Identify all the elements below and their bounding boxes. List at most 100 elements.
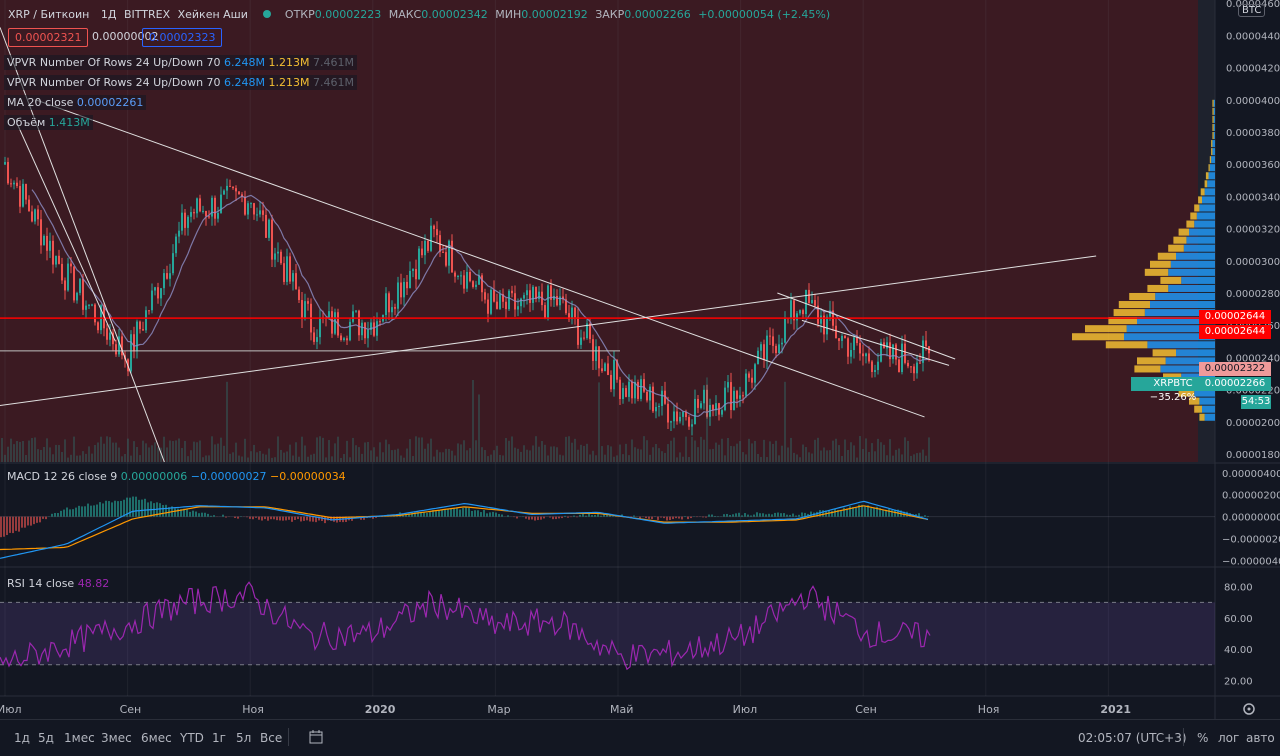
vp-up-bar — [1176, 349, 1215, 356]
chart-canvas[interactable]: 0.000046000.000044000.000042000.00004000… — [0, 0, 1280, 720]
volume-bar — [631, 439, 633, 462]
candle-body — [559, 296, 561, 305]
candle-body — [751, 378, 753, 383]
volume-bar — [301, 437, 303, 462]
time-tick-label: Мар — [487, 703, 510, 716]
macd-hist-bar — [426, 513, 428, 517]
vpvr-legend-1[interactable]: VPVR Number Of Rows 24 Up/Down 70 6.248M… — [4, 55, 357, 70]
macd-hist-bar — [480, 512, 482, 517]
candle-body — [619, 380, 621, 399]
bottom-toolbar: 1д 5д 1мес 3мес 6мес YTD 1г 5л Все 02:05… — [0, 719, 1280, 756]
range-1y[interactable]: 1г — [212, 731, 226, 745]
candle-body — [85, 306, 87, 310]
volume-bar — [409, 439, 411, 462]
macd-hist-bar — [540, 517, 542, 520]
volume-bar — [328, 440, 330, 462]
volume-legend[interactable]: Объём 1.413M — [4, 115, 93, 130]
range-1d[interactable]: 1д — [14, 731, 30, 745]
volume-bar — [838, 445, 840, 462]
volume-bar — [331, 456, 333, 462]
date-range-icon[interactable] — [308, 729, 324, 748]
volume-bar — [772, 444, 774, 462]
volume-bar — [184, 441, 186, 462]
volume-bar — [382, 452, 384, 462]
volume-bar — [391, 450, 393, 462]
macd-hist-bar — [528, 517, 530, 520]
macd-hist-bar — [444, 509, 446, 517]
range-ytd[interactable]: YTD — [180, 731, 204, 745]
toolbar-divider-2 — [1183, 728, 1184, 746]
macd-value: −0.00000027 — [191, 470, 267, 483]
candle-body — [280, 252, 282, 263]
macd-hist-bar — [441, 510, 443, 517]
candle-body — [643, 379, 645, 392]
macd-hist-bar — [822, 510, 824, 516]
percent-toggle[interactable]: % — [1197, 731, 1208, 745]
volume-bar — [463, 440, 465, 462]
macd-hist-bar — [648, 517, 650, 519]
range-all[interactable]: Все — [260, 731, 282, 745]
volume-bar — [739, 441, 741, 462]
macd-hist-bar — [60, 511, 62, 517]
volume-bar — [610, 446, 612, 462]
volume-bar — [175, 440, 177, 462]
candle-body — [31, 211, 33, 221]
auto-toggle[interactable]: авто — [1246, 731, 1275, 745]
volume-bar — [88, 446, 90, 462]
candle-body — [667, 404, 669, 423]
vp-down-bar — [1194, 204, 1199, 211]
candle-body — [865, 353, 867, 356]
volume-bar — [586, 444, 588, 462]
macd-tick-label: 0.00000200 — [1222, 491, 1280, 502]
vp-up-bar — [1205, 414, 1215, 421]
macd-hist-bar — [222, 515, 224, 517]
range-5y[interactable]: 5л — [236, 731, 251, 745]
range-3m[interactable]: 3мес — [101, 731, 132, 745]
vp-down-bar — [1119, 301, 1150, 308]
candle-body — [259, 210, 261, 214]
time-tick-label: Июл — [0, 703, 22, 716]
volume-bar — [214, 444, 216, 462]
candle-body — [4, 162, 6, 164]
volume-bar — [244, 439, 246, 462]
volume-bar — [583, 446, 585, 462]
candle-body — [247, 203, 249, 214]
rsi-tick-label: 60.00 — [1224, 614, 1253, 625]
macd-hist-bar — [459, 509, 461, 516]
buy-button[interactable]: 0.00002323 — [142, 28, 222, 47]
range-1m[interactable]: 1мес — [64, 731, 95, 745]
candle-body — [511, 291, 513, 293]
volume-bar — [625, 444, 627, 462]
macd-hist-bar — [165, 505, 167, 517]
candle-body — [679, 417, 681, 421]
vp-up-bar — [1202, 406, 1215, 413]
macd-hist-bar — [0, 517, 2, 538]
vpvr-down: 1.213M — [269, 76, 310, 89]
rsi-legend[interactable]: RSI 14 close 48.82 — [4, 576, 112, 591]
chart-style-label: Хейкен Аши — [178, 8, 248, 21]
volume-bar — [634, 447, 636, 462]
candle-body — [799, 310, 801, 313]
clock-readout[interactable]: 02:05:07 (UTC+3) — [1078, 731, 1187, 745]
macd-hist-bar — [666, 517, 668, 521]
candle-body — [838, 338, 840, 341]
candle-body — [58, 256, 60, 264]
sell-button[interactable]: 0.00002321 — [8, 28, 88, 47]
symbol-legend[interactable]: XRP / Биткоин 1Д BITTREX Хейкен Аши ОТКР… — [8, 8, 834, 21]
macd-legend[interactable]: MACD 12 26 close 9 0.00000006 −0.0000002… — [4, 469, 349, 484]
vp-up-bar — [1181, 277, 1215, 284]
candle-body — [628, 382, 630, 397]
range-5d[interactable]: 5д — [38, 731, 54, 745]
volume-bar — [883, 445, 885, 462]
ma-legend[interactable]: MA 20 close 0.00002261 — [4, 95, 146, 110]
macd-hist-bar — [486, 513, 488, 516]
macd-hist-bar — [276, 517, 278, 521]
macd-hist-bar — [129, 498, 131, 517]
log-toggle[interactable]: лог — [1218, 731, 1239, 745]
vp-down-bar — [1198, 196, 1202, 203]
vpvr-legend-2[interactable]: VPVR Number Of Rows 24 Up/Down 70 6.248M… — [4, 75, 357, 90]
volume-bar — [841, 456, 843, 462]
candle-body — [283, 263, 285, 282]
range-6m[interactable]: 6мес — [141, 731, 172, 745]
